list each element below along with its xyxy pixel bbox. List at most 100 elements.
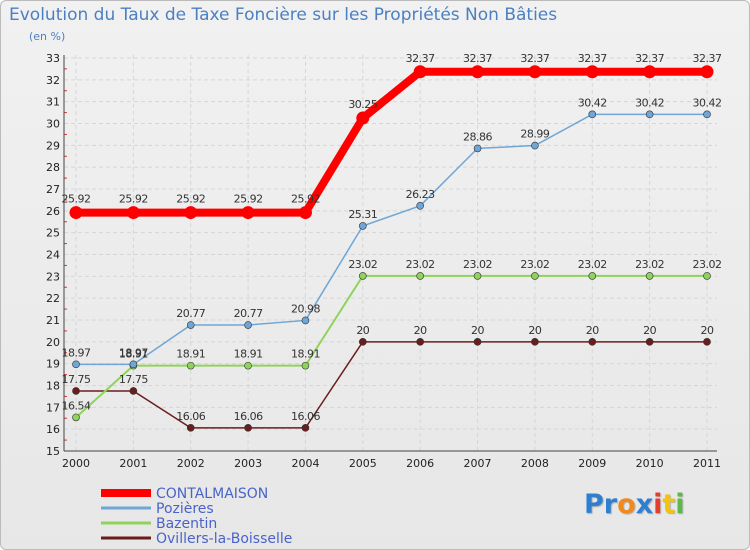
x-tick-label: 2001 [119, 457, 147, 470]
x-tick-label: 2009 [578, 457, 606, 470]
data-point-bazentin [473, 272, 482, 280]
data-label-bazentin: 23.02 [348, 258, 377, 271]
data-point-ovillers-la-boisselle [531, 338, 539, 346]
data-label-bazentin: 18.91 [119, 348, 148, 361]
data-point-contalmaison [643, 65, 657, 79]
data-label-contalmaison: 25.92 [62, 193, 91, 206]
data-point-bazentin [244, 361, 252, 370]
data-point-contalmaison [356, 111, 370, 125]
data-point-pozi-res [588, 110, 597, 119]
series-line-pozi-res [76, 113, 707, 366]
data-label-pozi-res: 30.42 [578, 96, 607, 109]
data-label-ovillers-la-boisselle: 20 [528, 324, 541, 337]
data-point-contalmaison [126, 206, 140, 220]
series-line-ovillers-la-boisselle [76, 341, 707, 429]
data-point-contalmaison [413, 65, 427, 79]
x-tick-label: 2008 [521, 457, 549, 470]
y-tick-label: 25 [46, 227, 60, 240]
data-label-pozi-res: 30.42 [693, 96, 722, 109]
legend-label: Bazentin [156, 516, 217, 532]
data-point-ovillers-la-boisselle [588, 338, 597, 346]
data-point-ovillers-la-boisselle [703, 338, 711, 346]
x-tick-label: 2004 [291, 457, 319, 470]
data-point-ovillers-la-boisselle [416, 338, 424, 346]
data-point-pozi-res [416, 202, 424, 210]
data-point-bazentin [301, 361, 310, 370]
data-point-bazentin [531, 272, 539, 280]
data-label-ovillers-la-boisselle: 17.75 [62, 373, 91, 386]
y-tick-label: 16 [46, 423, 60, 436]
y-tick-label: 29 [46, 139, 60, 152]
data-label-pozi-res: 18.97 [119, 346, 148, 359]
data-point-ovillers-la-boisselle [72, 387, 80, 395]
data-label-pozi-res: 18.97 [62, 346, 91, 359]
data-label-bazentin: 23.02 [693, 258, 722, 271]
data-label-pozi-res: 30.42 [635, 96, 664, 109]
data-label-bazentin: 18.91 [234, 348, 263, 361]
x-tick-label: 2003 [234, 457, 262, 470]
data-label-bazentin: 16.54 [62, 399, 91, 412]
data-point-contalmaison [528, 65, 542, 79]
data-point-ovillers-la-boisselle [359, 338, 367, 346]
data-label-pozi-res: 28.99 [520, 128, 549, 141]
data-label-ovillers-la-boisselle: 20 [701, 324, 714, 337]
y-tick-label: 33 [46, 52, 60, 65]
y-tick-label: 20 [46, 336, 60, 349]
y-tick-label: 30 [46, 118, 60, 131]
data-point-contalmaison [298, 206, 312, 220]
legend-label: CONTALMAISON [156, 486, 268, 502]
data-label-pozi-res: 28.86 [463, 130, 492, 143]
data-label-bazentin: 18.91 [176, 348, 205, 361]
data-label-ovillers-la-boisselle: 20 [356, 324, 369, 337]
y-tick-label: 19 [46, 358, 60, 371]
data-label-ovillers-la-boisselle: 16.06 [234, 410, 263, 423]
y-tick-label: 17 [46, 401, 60, 414]
data-point-ovillers-la-boisselle [244, 424, 252, 432]
data-point-contalmaison [69, 206, 83, 220]
data-label-ovillers-la-boisselle: 20 [643, 324, 656, 337]
data-point-pozi-res [301, 316, 310, 325]
data-point-pozi-res [645, 110, 654, 119]
data-label-ovillers-la-boisselle: 20 [414, 324, 427, 337]
data-point-pozi-res [72, 360, 80, 369]
y-tick-label: 15 [46, 445, 60, 458]
data-label-contalmaison: 25.92 [176, 193, 205, 206]
data-label-ovillers-la-boisselle: 16.06 [176, 410, 205, 423]
y-tick-label: 22 [46, 292, 60, 305]
proxiti-logo: Proxiti [584, 489, 685, 520]
chart-title: Evolution du Taux de Taxe Foncière sur l… [9, 5, 558, 25]
data-point-pozi-res [129, 360, 138, 369]
data-label-contalmaison: 32.37 [463, 52, 492, 65]
x-tick-label: 2002 [177, 457, 205, 470]
data-label-ovillers-la-boisselle: 20 [586, 324, 599, 337]
data-point-pozi-res [244, 321, 252, 329]
data-point-ovillers-la-boisselle [129, 387, 138, 395]
series-line-contalmaison [76, 67, 707, 217]
data-point-contalmaison [241, 206, 255, 220]
data-label-contalmaison: 32.37 [520, 52, 549, 65]
y-tick-label: 23 [46, 270, 60, 283]
data-point-bazentin [416, 272, 424, 280]
data-point-ovillers-la-boisselle [186, 424, 195, 432]
data-label-ovillers-la-boisselle: 20 [471, 324, 484, 337]
x-tick-label: 2006 [406, 457, 434, 470]
data-point-pozi-res [359, 222, 367, 230]
data-label-ovillers-la-boisselle: 17.75 [119, 373, 148, 386]
data-label-bazentin: 23.02 [578, 258, 607, 271]
series-line-bazentin [75, 274, 707, 419]
data-label-contalmaison: 25.92 [234, 193, 263, 206]
data-label-contalmaison: 32.37 [578, 52, 607, 65]
data-point-pozi-res [531, 141, 539, 150]
data-point-bazentin [72, 413, 80, 422]
data-point-contalmaison [700, 65, 714, 79]
data-label-contalmaison: 32.37 [635, 52, 664, 65]
data-label-pozi-res: 20.77 [234, 307, 263, 320]
y-tick-label: 24 [46, 249, 60, 262]
data-point-contalmaison [471, 65, 485, 79]
data-point-pozi-res [473, 144, 482, 153]
data-label-pozi-res: 25.31 [348, 208, 377, 221]
y-tick-label: 26 [46, 205, 60, 218]
data-label-pozi-res: 20.77 [176, 307, 205, 320]
x-tick-label: 2007 [464, 457, 492, 470]
